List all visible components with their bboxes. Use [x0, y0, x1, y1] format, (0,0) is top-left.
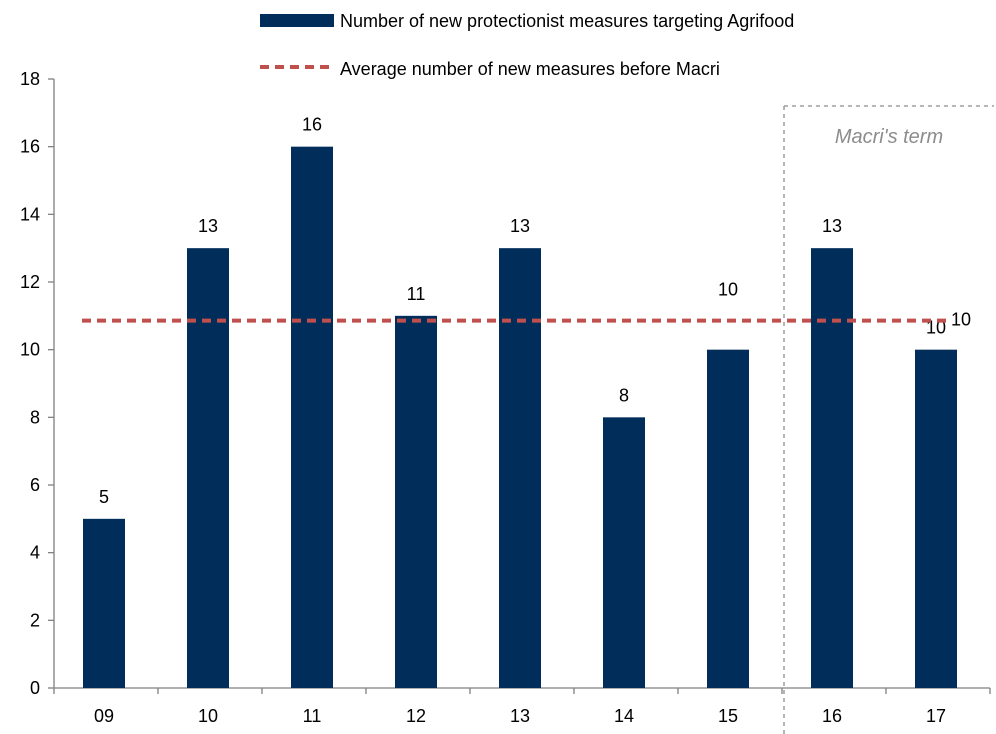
- bar: [83, 518, 125, 688]
- legend-line-label: Average number of new measures before Ma…: [340, 59, 720, 79]
- y-tick-label: 18: [20, 69, 40, 89]
- legend-bar-label: Number of new protectionist measures tar…: [340, 11, 794, 31]
- x-tick-label: 16: [822, 706, 842, 726]
- y-tick-label: 6: [30, 475, 40, 495]
- macri-term-label: Macri's term: [835, 126, 943, 148]
- bar-data-label: 13: [510, 216, 530, 236]
- x-tick-label: 15: [718, 706, 738, 726]
- y-tick-label: 16: [20, 137, 40, 157]
- y-tick-label: 4: [30, 543, 40, 563]
- x-tick-label: 13: [510, 706, 530, 726]
- x-tick-label: 09: [94, 706, 114, 726]
- y-tick-label: 12: [20, 272, 40, 292]
- bar-data-label: 13: [822, 216, 842, 236]
- x-tick-label: 14: [614, 706, 634, 726]
- bar: [603, 417, 645, 688]
- bar-data-label: 8: [619, 385, 629, 405]
- y-tick-label: 8: [30, 407, 40, 427]
- y-tick-label: 10: [20, 340, 40, 360]
- macri-term-annotation: Macri's term: [783, 105, 994, 734]
- y-axis-ticks: 0 2 4 6 8 10 12 14 16 18: [20, 69, 54, 698]
- bar-data-label: 13: [198, 216, 218, 236]
- bar-data-label: 11: [407, 284, 426, 304]
- bar-data-label: 10: [718, 280, 738, 300]
- x-tick-label: 12: [406, 706, 426, 726]
- x-tick-label: 11: [303, 706, 322, 726]
- bar-data-label: 16: [302, 115, 322, 135]
- y-tick-label: 2: [30, 610, 40, 630]
- legend: Number of new protectionist measures tar…: [260, 11, 794, 79]
- bar-data-labels: 5 13 16 11 13 8 10 13 10: [99, 115, 946, 507]
- legend-bar-swatch: [260, 14, 334, 27]
- bar: [291, 146, 333, 688]
- average-line-end-label: 10: [951, 310, 971, 330]
- bar: [915, 349, 957, 688]
- x-tick-label: 10: [198, 706, 218, 726]
- bar: [395, 315, 437, 688]
- y-tick-label: 0: [30, 678, 40, 698]
- bar: [187, 248, 229, 688]
- bar-data-label: 10: [926, 318, 946, 338]
- bar: [499, 248, 541, 688]
- bar: [811, 248, 853, 688]
- x-tick-label: 17: [926, 706, 946, 726]
- x-axis-ticks: 09 10 11 12 13 14 15 16 17: [53, 688, 991, 726]
- bar-data-label: 5: [99, 487, 109, 507]
- bar: [707, 349, 749, 688]
- y-tick-label: 14: [20, 204, 40, 224]
